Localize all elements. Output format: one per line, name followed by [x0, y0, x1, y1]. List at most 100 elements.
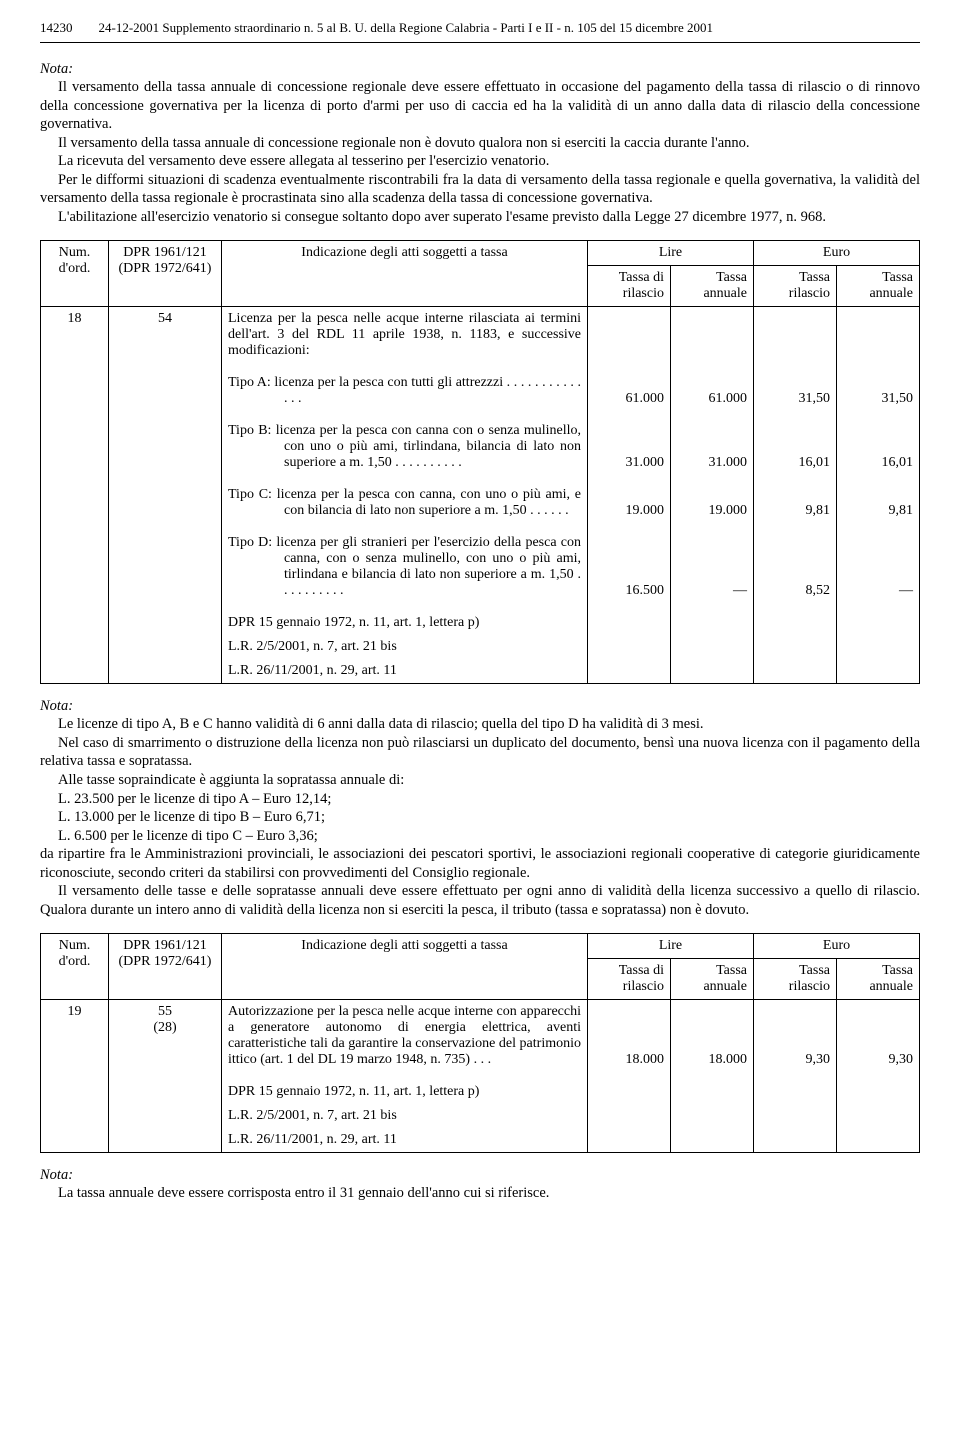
note1-p2: Il versamento della tassa annuale di con…: [40, 134, 920, 153]
cell-blank: [671, 307, 754, 364]
th-tassa-annuale-e: Tassa annuale: [837, 959, 920, 1000]
th-dpr: DPR 1961/121 (DPR 1972/641): [109, 934, 222, 1000]
num-val: 19: [68, 1004, 82, 1019]
th-tassa-rilascio-e: Tassa rilascio: [754, 959, 837, 1000]
cell-tipoB: Tipo B: licenza per la pesca con canna c…: [222, 411, 588, 475]
nota-label: Nota:: [40, 698, 920, 715]
cell-val: 9,30: [754, 1000, 837, 1073]
cell-text: Autorizzazione per la pesca nelle acque …: [222, 1000, 588, 1073]
ref1: DPR 15 gennaio 1972, n. 11, art. 1, lett…: [228, 1084, 581, 1100]
cell-blank: [41, 1072, 109, 1153]
ref2: L.R. 2/5/2001, n. 7, art. 21 bis: [228, 1108, 581, 1124]
cell-val: 61.000: [671, 363, 754, 411]
note-block-1: Nota: Il versamento della tassa annuale …: [40, 61, 920, 226]
cell-val: 19.000: [588, 475, 671, 523]
table-header-row-1: Num. d'ord. DPR 1961/121 (DPR 1972/641) …: [41, 241, 920, 266]
note1-p4: Per le difformi situazioni di scadenza e…: [40, 171, 920, 208]
note2-p4: da ripartire fra le Amministrazioni prov…: [40, 845, 920, 882]
page-number: 14230: [40, 20, 73, 35]
table-row: Tipo C: licenza per la pesca con canna, …: [41, 475, 920, 523]
nota-label: Nota:: [40, 1167, 920, 1184]
tipoB-text: licenza per la pesca con canna con o sen…: [276, 423, 581, 470]
th-tassa-annuale: Tassa annuale: [671, 959, 754, 1000]
th-dpr: DPR 1961/121 (DPR 1972/641): [109, 241, 222, 307]
th-tassa-rilascio: Tassa di rilascio: [588, 959, 671, 1000]
th-euro: Euro: [754, 241, 920, 266]
cell-blank: [41, 475, 109, 523]
th-ind: Indicazione degli atti soggetti a tassa: [222, 934, 588, 1000]
cell-val: 9,81: [837, 475, 920, 523]
cell-val: 18.000: [671, 1000, 754, 1073]
th-tassa-rilascio-e: Tassa rilascio: [754, 266, 837, 307]
cell-blank: [754, 307, 837, 364]
cell-val: 9,30: [837, 1000, 920, 1073]
cell-val: 31,50: [754, 363, 837, 411]
note1-p1: Il versamento della tassa annuale di con…: [40, 78, 920, 134]
cell-val: 19.000: [671, 475, 754, 523]
th-tassa-rilascio: Tassa di rilascio: [588, 266, 671, 307]
page: 14230 24-12-2001 Supplemento straordinar…: [0, 0, 960, 1257]
running-header: 14230 24-12-2001 Supplemento straordinar…: [40, 20, 920, 36]
th-num: Num. d'ord.: [41, 241, 109, 307]
header-text: 24-12-2001 Supplemento straordinario n. …: [99, 20, 713, 35]
tipoD-label: Tipo D:: [228, 535, 272, 550]
cell-intro: Licenza per la pesca nelle acque interne…: [222, 307, 588, 364]
note3-p1: La tassa annuale deve essere corrisposta…: [40, 1184, 920, 1203]
dpr-val2: (28): [153, 1020, 176, 1035]
cell-blank: [109, 475, 222, 523]
tipoA-text: licenza per la pesca con tutti gli attre…: [274, 375, 581, 406]
ref3: L.R. 26/11/2001, n. 29, art. 11: [228, 663, 581, 679]
tipoB-label: Tipo B:: [228, 423, 271, 438]
ref3: L.R. 26/11/2001, n. 29, art. 11: [228, 1132, 581, 1148]
cell-blank: [41, 523, 109, 603]
note1-p5: L'abilitazione all'esercizio venatorio s…: [40, 208, 920, 227]
cell-blank: [109, 1072, 222, 1153]
th-lire: Lire: [588, 934, 754, 959]
th-tassa-annuale: Tassa annuale: [671, 266, 754, 307]
cell-val: 61.000: [588, 363, 671, 411]
cell-val: 18.000: [588, 1000, 671, 1073]
table-row: DPR 15 gennaio 1972, n. 11, art. 1, lett…: [41, 1072, 920, 1153]
table-header-row-1: Num. d'ord. DPR 1961/121 (DPR 1972/641) …: [41, 934, 920, 959]
note-block-3: Nota: La tassa annuale deve essere corri…: [40, 1167, 920, 1203]
table-row: 18 54 Licenza per la pesca nelle acque i…: [41, 307, 920, 364]
ref1: DPR 15 gennaio 1972, n. 11, art. 1, lett…: [228, 615, 581, 631]
cell-blank: [837, 603, 920, 684]
tipoD-text: licenza per gli stranieri per l'esercizi…: [276, 535, 581, 598]
cell-dpr: 54: [109, 307, 222, 364]
note2-l1: L. 23.500 per le licenze di tipo A – Eur…: [40, 790, 920, 809]
table-row: Tipo B: licenza per la pesca con canna c…: [41, 411, 920, 475]
cell-blank: [754, 603, 837, 684]
table-row: Tipo A: licenza per la pesca con tutti g…: [41, 363, 920, 411]
note2-l3: L. 6.500 per le licenze di tipo C – Euro…: [40, 827, 920, 846]
cell-blank: [41, 411, 109, 475]
cell-blank: [109, 363, 222, 411]
cell-blank: [109, 603, 222, 684]
cell-val: 9,81: [754, 475, 837, 523]
th-tassa-annuale-e: Tassa annuale: [837, 266, 920, 307]
note2-l2: L. 13.000 per le licenze di tipo B – Eur…: [40, 808, 920, 827]
tipoC-text: licenza per la pesca con canna, con uno …: [277, 487, 581, 518]
cell-dpr: 55 (28): [109, 1000, 222, 1073]
cell-val: 31.000: [588, 411, 671, 475]
note1-p3: La ricevuta del versamento deve essere a…: [40, 152, 920, 171]
table-row: 19 55 (28) Autorizzazione per la pesca n…: [41, 1000, 920, 1073]
note2-p3: Alle tasse sopraindicate è aggiunta la s…: [40, 771, 920, 790]
th-ind: Indicazione degli atti soggetti a tassa: [222, 241, 588, 307]
tipoA-label: Tipo A:: [228, 375, 271, 390]
cell-blank: [671, 603, 754, 684]
cell-val: 31.000: [671, 411, 754, 475]
cell-val: 8,52: [754, 523, 837, 603]
cell-val: 16.500: [588, 523, 671, 603]
cell-refs: DPR 15 gennaio 1972, n. 11, art. 1, lett…: [222, 603, 588, 684]
cell-val: 16,01: [754, 411, 837, 475]
cell-tipoD: Tipo D: licenza per gli stranieri per l'…: [222, 523, 588, 603]
th-lire: Lire: [588, 241, 754, 266]
cell-blank: [671, 1072, 754, 1153]
cell-blank: [41, 363, 109, 411]
cell-val: 31,50: [837, 363, 920, 411]
ref2: L.R. 2/5/2001, n. 7, art. 21 bis: [228, 639, 581, 655]
table-row: DPR 15 gennaio 1972, n. 11, art. 1, lett…: [41, 603, 920, 684]
tipoC-label: Tipo C:: [228, 487, 272, 502]
note-block-2: Nota: Le licenze di tipo A, B e C hanno …: [40, 698, 920, 919]
